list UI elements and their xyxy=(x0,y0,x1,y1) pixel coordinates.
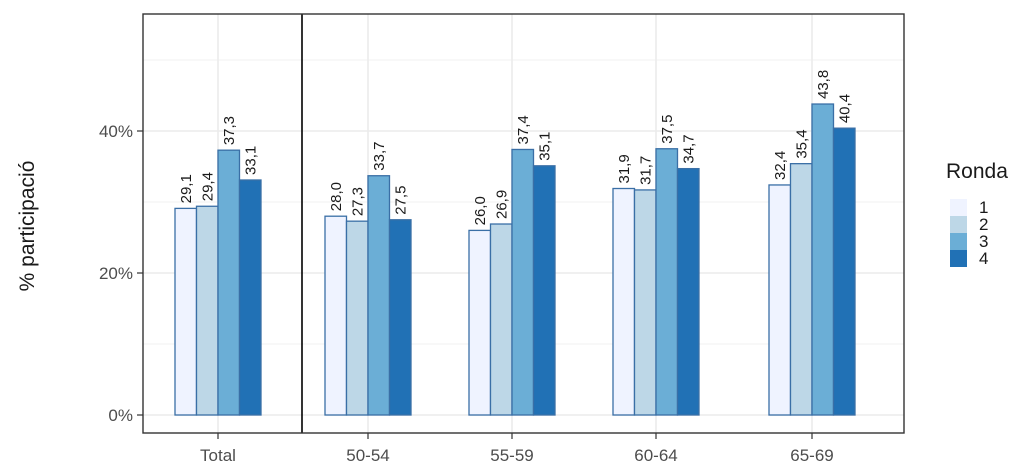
bar-Total-ronda-2 xyxy=(195,205,219,416)
data-label: 26,9 xyxy=(493,190,510,219)
legend-key-3 xyxy=(950,233,967,250)
bar-Total-ronda-1 xyxy=(174,207,198,416)
legend-label: 4 xyxy=(979,249,988,268)
data-label: 26,0 xyxy=(472,196,489,225)
x-tick-label: 65-69 xyxy=(790,446,833,465)
bar-50-54-ronda-4 xyxy=(388,219,412,416)
bar-60-64-ronda-4 xyxy=(676,167,700,416)
y-tick-label: 40% xyxy=(99,122,133,141)
legend-key-2 xyxy=(950,216,967,233)
legend-title: Ronda xyxy=(946,160,1008,183)
bar-50-54-ronda-2 xyxy=(345,220,369,416)
bar-55-59-ronda-1 xyxy=(468,229,492,416)
y-axis-title: % participació xyxy=(16,161,39,292)
bar-65-69-ronda-2 xyxy=(789,163,813,416)
panel-border xyxy=(142,13,905,434)
bar-60-64-ronda-3 xyxy=(655,148,679,416)
x-tick-label: Total xyxy=(200,446,236,465)
data-label: 35,4 xyxy=(793,129,810,158)
bars xyxy=(174,103,856,416)
data-label: 29,1 xyxy=(178,174,195,203)
bar-50-54-ronda-3 xyxy=(367,175,391,416)
data-label: 32,4 xyxy=(772,151,789,180)
bar-60-64-ronda-1 xyxy=(612,187,636,416)
bar-65-69-ronda-1 xyxy=(768,184,792,416)
bar-55-59-ronda-3 xyxy=(511,148,535,416)
data-label: 33,7 xyxy=(371,142,388,171)
data-label: 31,9 xyxy=(616,154,633,183)
data-label: 43,8 xyxy=(815,70,832,99)
legend-label: 1 xyxy=(979,198,988,217)
bar-65-69-ronda-3 xyxy=(811,103,835,416)
bar-65-69-ronda-4 xyxy=(832,127,856,416)
data-label: 37,3 xyxy=(221,116,238,145)
legend-label: 3 xyxy=(979,232,988,251)
data-labels: 29,1 29,4 37,333,1 28,0 27,3 33,727,5 26,0 26,9… xyxy=(178,70,854,226)
data-label: 31,7 xyxy=(637,156,654,185)
bar-60-64-ronda-2 xyxy=(633,189,657,416)
data-label: 40,4 xyxy=(836,94,853,123)
data-label: 28,0 xyxy=(328,182,345,211)
data-label: 33,1 xyxy=(242,146,259,175)
y-tick-label: 0% xyxy=(108,406,133,425)
legend-key-1 xyxy=(950,199,967,216)
data-label: 29,4 xyxy=(199,172,216,201)
bar-Total-ronda-3 xyxy=(217,149,241,416)
legend-label: 2 xyxy=(979,215,988,234)
bar-50-54-ronda-1 xyxy=(324,215,348,416)
bar-55-59-ronda-4 xyxy=(532,165,556,416)
data-label: 37,4 xyxy=(515,115,532,144)
x-tick-label: 60-64 xyxy=(634,446,677,465)
data-label: 27,5 xyxy=(392,186,409,215)
data-label: 35,1 xyxy=(536,132,553,161)
x-axis: Total 50-54 55-59 60-64 65-69 xyxy=(200,433,834,465)
y-tick-label: 20% xyxy=(99,264,133,283)
y-axis: 0% 20% 40% xyxy=(99,122,143,425)
bar-Total-ronda-4 xyxy=(238,179,262,416)
data-label: 27,3 xyxy=(349,187,366,216)
x-tick-label: 50-54 xyxy=(346,446,389,465)
x-tick-label: 55-59 xyxy=(490,446,533,465)
bar-55-59-ronda-2 xyxy=(489,223,513,416)
legend-key-4 xyxy=(950,250,967,267)
data-label: 34,7 xyxy=(680,134,697,163)
data-label: 37,5 xyxy=(659,115,676,144)
